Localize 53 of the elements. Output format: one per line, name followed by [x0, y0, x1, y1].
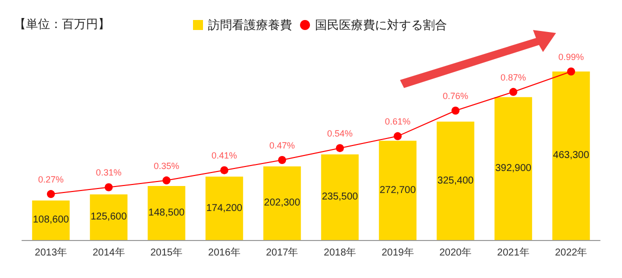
y-axis-title: 【単位：百万円】 [14, 17, 110, 31]
x-tick-label: 2017年 [266, 246, 298, 258]
data-label: 325,400 [437, 175, 474, 186]
data-label: 0.31% [96, 168, 122, 178]
data-label: 392,900 [495, 163, 532, 174]
point [104, 183, 113, 192]
point [509, 88, 518, 96]
point [278, 156, 286, 164]
data-label: 0.54% [327, 128, 353, 139]
bar [378, 140, 416, 240]
bar [436, 122, 474, 240]
point [567, 67, 576, 76]
data-label: 174,200 [206, 202, 243, 214]
point [452, 106, 460, 115]
legend-label: 訪問看護療養費 [208, 18, 292, 32]
point [220, 166, 228, 174]
bar [148, 186, 186, 240]
x-tick-label: 2014年 [92, 246, 125, 258]
data-label: 148,500 [148, 207, 186, 218]
x-tick-label: 2019年 [382, 246, 414, 258]
bar [552, 71, 590, 240]
legend-label: 国民医療費に対する割合 [315, 18, 447, 32]
data-label: 0.99% [558, 52, 584, 62]
bar [263, 166, 301, 240]
data-label: 463,300 [553, 150, 590, 162]
bar [321, 154, 359, 240]
x-tick-label: 2021年 [497, 246, 530, 258]
data-label: 0.41% [212, 150, 238, 161]
x-tick-label: 2020年 [439, 246, 472, 258]
data-label: 272,700 [380, 184, 416, 196]
x-tick-label: 2018年 [324, 246, 356, 258]
data-label: 0.76% [442, 91, 468, 102]
x-tick-label: 2013年 [34, 246, 68, 258]
data-label: 202,300 [264, 198, 301, 209]
point [336, 144, 344, 152]
point [46, 190, 55, 198]
data-label: 0.35% [154, 160, 180, 171]
x-tick-label: 2016年 [208, 246, 240, 258]
data-label: 125,600 [90, 212, 128, 223]
data-label: 0.87% [500, 72, 526, 82]
point [162, 176, 170, 184]
point [394, 132, 402, 140]
data-label: 0.61% [384, 116, 410, 127]
bar [32, 200, 70, 240]
bar [90, 194, 128, 240]
bar [494, 97, 532, 240]
x-tick-label: 2022年 [554, 246, 588, 258]
bar [206, 176, 244, 240]
data-label: 0.47% [269, 140, 295, 150]
data-label: 235,500 [322, 192, 358, 203]
data-label: 108,600 [32, 214, 70, 226]
x-tick-label: 2015年 [150, 246, 183, 258]
data-label: 0.27% [38, 174, 64, 185]
